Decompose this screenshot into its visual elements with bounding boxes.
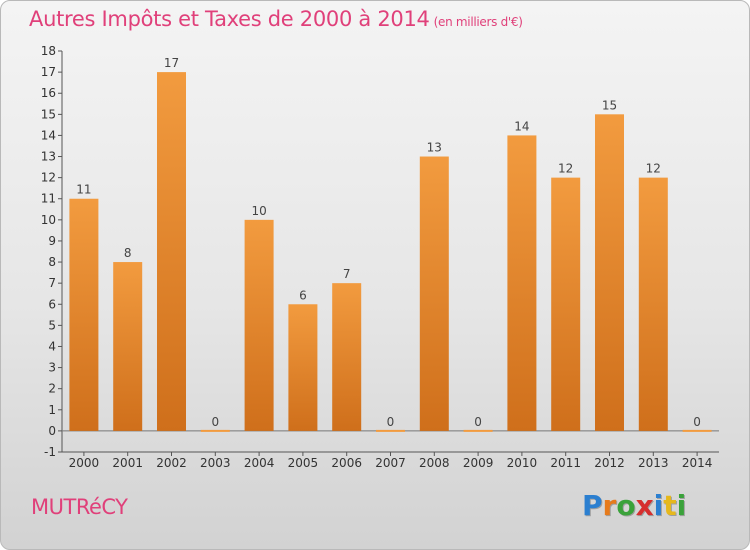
y-tick-label: 4 <box>48 339 56 353</box>
bar <box>682 429 712 432</box>
bar <box>69 198 99 431</box>
data-label: 0 <box>474 415 482 429</box>
bar <box>288 304 318 431</box>
y-tick-label: 3 <box>48 361 56 375</box>
data-label: 13 <box>427 141 442 155</box>
bar <box>595 114 624 431</box>
y-tick-label: 5 <box>48 318 56 332</box>
data-label: 7 <box>343 267 351 281</box>
y-tick-label: -1 <box>44 445 56 459</box>
y-tick-label: 11 <box>41 192 56 206</box>
x-tick-label: 2005 <box>288 456 319 470</box>
x-tick-label: 2014 <box>682 456 713 470</box>
data-label: 14 <box>514 119 529 133</box>
data-label: 0 <box>211 415 219 429</box>
y-tick-label: 12 <box>41 171 56 185</box>
x-tick-label: 2003 <box>200 456 231 470</box>
data-label: 10 <box>251 204 266 218</box>
bar <box>244 219 274 431</box>
data-label: 12 <box>646 162 661 176</box>
y-tick-label: 1 <box>48 403 56 417</box>
logo-letter: r <box>602 489 617 522</box>
y-tick-label: 6 <box>48 297 56 311</box>
y-tick-label: 2 <box>48 382 56 396</box>
bar <box>507 135 537 431</box>
x-tick-label: 2009 <box>463 456 494 470</box>
proxiti-logo: Proxiti <box>582 489 686 522</box>
data-label: 17 <box>164 56 179 70</box>
data-label: 15 <box>602 98 617 112</box>
x-tick-label: 2007 <box>375 456 406 470</box>
y-tick-label: 18 <box>41 44 56 58</box>
bars <box>69 72 712 432</box>
data-label: 0 <box>387 415 395 429</box>
y-tick-label: 9 <box>48 234 56 248</box>
data-label: 0 <box>693 415 701 429</box>
x-tick-label: 2001 <box>112 456 143 470</box>
x-tick-label: 2006 <box>331 456 362 470</box>
x-tick-label: 2013 <box>638 456 669 470</box>
bar <box>332 283 362 431</box>
bar <box>638 177 668 431</box>
commune-name: MUTRéCY <box>31 495 128 519</box>
x-tick-label: 2002 <box>156 456 187 470</box>
logo-letter: x <box>635 489 654 522</box>
bar <box>463 429 493 432</box>
data-label: 8 <box>124 246 132 260</box>
y-tick-label: 8 <box>48 255 56 269</box>
x-tick-label: 2008 <box>419 456 450 470</box>
value-labels: 11 8 17 0 10 6 7 0 13 0 14 12 15 12 0 <box>76 56 701 429</box>
data-label: 12 <box>558 162 573 176</box>
data-label: 6 <box>299 288 307 302</box>
x-tick-label: 2011 <box>550 456 581 470</box>
chart-unit: (en milliers d'€) <box>433 15 523 29</box>
x-tick-label: 2012 <box>594 456 625 470</box>
y-tick-label: 14 <box>41 128 56 142</box>
logo-letter: o <box>616 489 636 522</box>
y-tick-label: 10 <box>41 213 56 227</box>
bar <box>419 156 449 431</box>
y-tick-label: 13 <box>41 150 56 164</box>
bar <box>157 72 186 431</box>
y-tick-label: 16 <box>41 86 56 100</box>
bar <box>376 429 405 432</box>
bar <box>113 262 143 431</box>
logo-letter: i <box>676 489 687 522</box>
chart-title: Autres Impôts et Taxes de 2000 à 2014 (en… <box>29 7 523 31</box>
y-tick-label: 15 <box>41 107 56 121</box>
y-tick-label: 0 <box>48 424 56 438</box>
y-tick-label: 17 <box>41 65 56 79</box>
x-tick-label: 2004 <box>244 456 275 470</box>
x-tick-label: 2000 <box>69 456 100 470</box>
data-label: 11 <box>76 183 91 197</box>
x-tick-label: 2010 <box>507 456 538 470</box>
logo-letter: i <box>653 489 664 522</box>
y-tick-label: 7 <box>48 276 56 290</box>
bar <box>551 177 581 431</box>
bar <box>200 429 230 432</box>
chart-title-text: Autres Impôts et Taxes de 2000 à 2014 <box>29 7 430 31</box>
logo-letter: P <box>582 489 603 522</box>
logo-letter: t <box>663 489 677 522</box>
